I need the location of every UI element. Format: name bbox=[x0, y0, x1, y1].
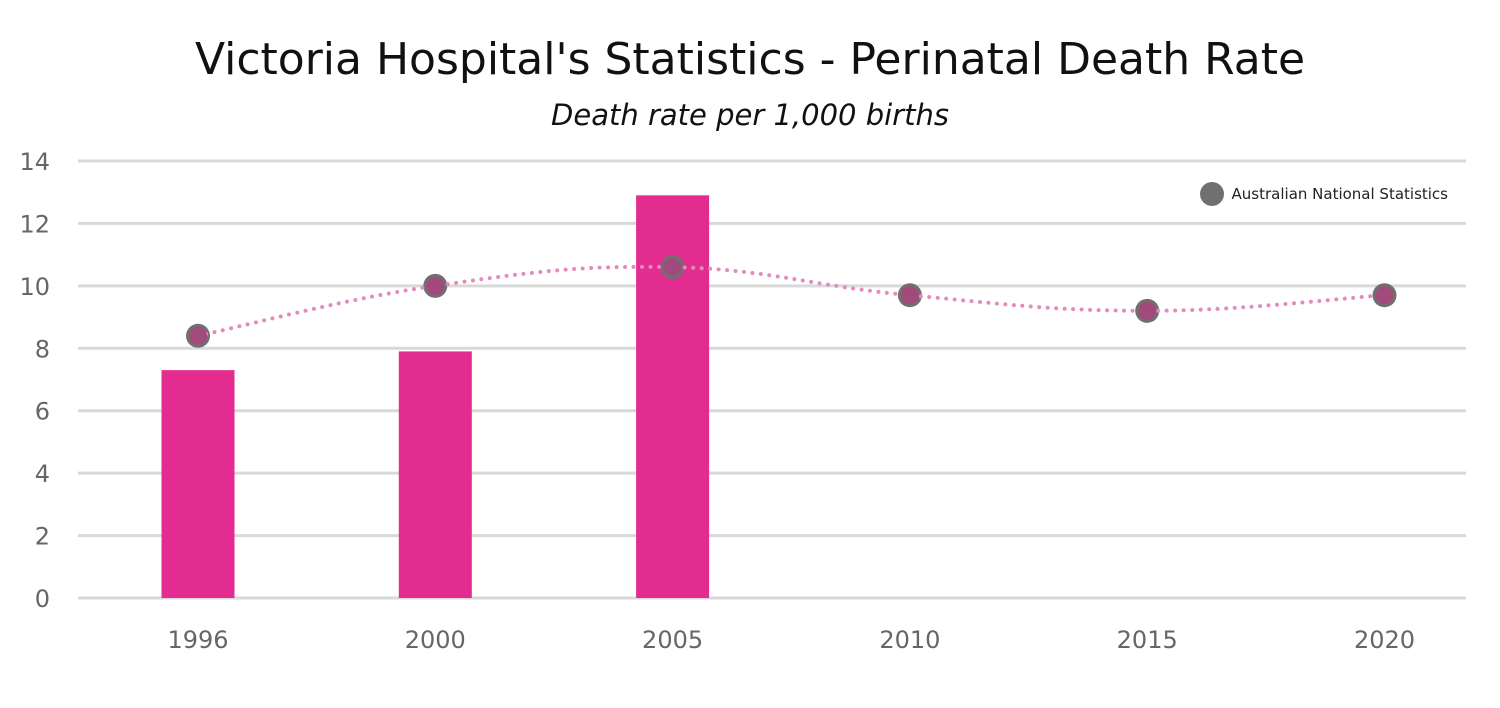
series-line bbox=[196, 264, 1387, 338]
x-tick-label: 2010 bbox=[879, 626, 940, 654]
bar bbox=[161, 370, 235, 598]
data-point-inner bbox=[426, 276, 445, 295]
data-point-inner bbox=[1375, 286, 1394, 305]
x-tick-label: 1996 bbox=[167, 626, 228, 654]
x-tick-label: 2000 bbox=[405, 626, 466, 654]
data-point-inner bbox=[900, 286, 919, 305]
y-tick-label: 4 bbox=[35, 460, 50, 488]
x-tick-label: 2015 bbox=[1117, 626, 1178, 654]
data-point-inner bbox=[1138, 301, 1157, 320]
y-tick-label: 8 bbox=[35, 335, 50, 363]
legend-marker-icon bbox=[1199, 182, 1224, 206]
chart-subtitle: Death rate per 1,000 births bbox=[551, 98, 949, 132]
y-tick-label: 14 bbox=[19, 148, 50, 176]
chart-title: Victoria Hospital's Statistics - Perinat… bbox=[194, 34, 1306, 85]
x-tick-label: 2005 bbox=[642, 626, 703, 654]
data-point-inner bbox=[663, 258, 682, 277]
y-tick-label: 0 bbox=[35, 585, 50, 613]
bar bbox=[398, 351, 472, 598]
legend: Australian National Statistics bbox=[1199, 182, 1448, 206]
y-tick-label: 10 bbox=[19, 273, 50, 301]
y-tick-label: 6 bbox=[35, 398, 50, 426]
x-tick-label: 2020 bbox=[1354, 626, 1415, 654]
y-tick-label: 2 bbox=[35, 523, 50, 551]
legend-label: Australian National Statistics bbox=[1231, 185, 1448, 203]
data-point-inner bbox=[189, 326, 207, 345]
y-tick-label: 12 bbox=[19, 210, 50, 238]
